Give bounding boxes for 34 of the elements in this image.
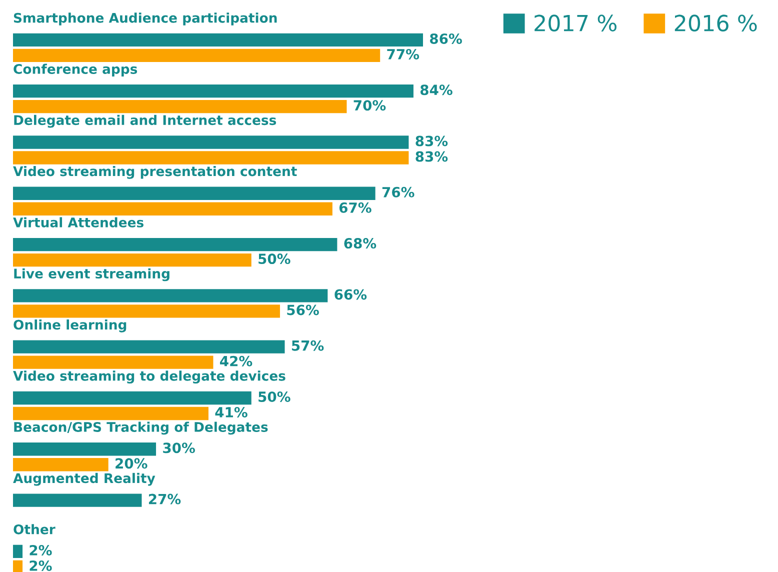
legend-label: 2017 %	[534, 14, 616, 32]
y-tick-label: Online learning	[14, 319, 126, 332]
data-label: 83%	[416, 136, 448, 146]
data-label: 42%	[220, 356, 252, 366]
y-tick-label: Other	[14, 524, 56, 534]
y-tick-label: Delegate email and Internet access	[14, 114, 276, 128]
y-tick-label: Virtual Attendees	[13, 217, 144, 228]
data-label: 41%	[215, 407, 248, 418]
data-label: 84%	[420, 84, 452, 96]
data-label: 57%	[292, 340, 324, 351]
data-label: 27%	[148, 494, 181, 504]
y-tick-label: Live event streaming	[14, 268, 170, 282]
data-label: 66%	[334, 289, 367, 300]
data-label: 83%	[416, 151, 448, 162]
data-label: 76%	[382, 186, 414, 198]
data-label: 56%	[287, 304, 319, 316]
legend-label: 2016 %	[674, 14, 757, 32]
data-label: 30%	[163, 442, 195, 454]
data-label: 2%	[30, 560, 52, 571]
data-label: 77%	[387, 48, 420, 60]
y-tick-label: Video streaming to delegate devices	[13, 370, 286, 384]
data-label: 50%	[258, 392, 290, 402]
data-label: 2%	[30, 544, 52, 556]
data-label: 86%	[430, 33, 462, 44]
y-tick-label: Augmented Reality	[13, 472, 156, 486]
y-tick-label: Beacon/GPS Tracking of Delegates	[14, 422, 268, 435]
data-label: 20%	[116, 458, 148, 469]
data-label: 67%	[339, 202, 372, 213]
data-label: 68%	[344, 238, 376, 249]
data-label: 50%	[258, 254, 290, 264]
data-label: 70%	[354, 100, 386, 111]
y-tick-label: Conference apps	[14, 64, 138, 77]
y-tick-label: Video streaming presentation content	[13, 166, 297, 179]
y-tick-label: Smartphone Audience participation	[14, 12, 277, 26]
